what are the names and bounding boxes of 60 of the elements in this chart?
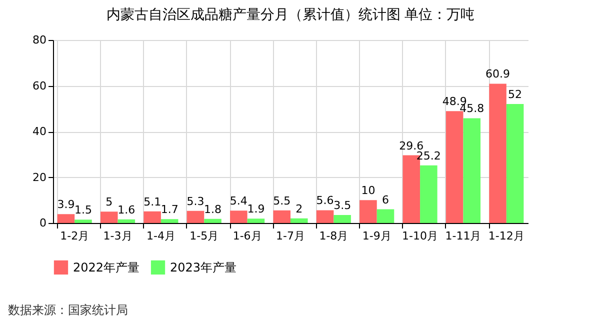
bar — [463, 118, 480, 223]
y-tick-label: 20 — [32, 170, 46, 184]
data-label: 45.8 — [460, 102, 484, 116]
data-label: 2 — [296, 202, 303, 216]
bar — [506, 104, 524, 223]
bar — [290, 218, 308, 223]
bar — [186, 210, 204, 223]
x-tick-label: 1-7月 — [276, 230, 305, 242]
data-label: 1.5 — [74, 204, 92, 217]
bar — [74, 220, 92, 223]
y-tick-label: 40 — [32, 125, 46, 138]
bar — [204, 218, 222, 223]
x-tick-label: 1-10月 — [402, 230, 438, 242]
bar — [144, 211, 161, 223]
data-label: 5.4 — [230, 194, 248, 208]
data-label: 60.9 — [486, 68, 510, 81]
bar — [360, 200, 377, 223]
data-label: 6 — [382, 193, 389, 206]
bar — [230, 210, 248, 223]
data-label: 5 — [106, 196, 113, 209]
data-label: 10 — [361, 184, 376, 198]
bar — [446, 111, 464, 223]
data-label: 1.7 — [160, 203, 178, 216]
x-tick-label: 1-9月 — [362, 230, 392, 242]
x-tick-label: 1-3月 — [103, 230, 132, 242]
legend-label: 2023年产量 — [170, 260, 237, 274]
x-tick-label: 1-2月 — [60, 230, 90, 242]
bar — [247, 218, 265, 223]
y-tick-label: 60 — [32, 79, 46, 92]
x-tick-label: 1-6月 — [232, 230, 262, 242]
x-tick-label: 1-5月 — [190, 230, 219, 242]
source-note: 数据来源：国家统计局 — [8, 303, 128, 317]
bar — [100, 212, 118, 223]
bar — [160, 219, 178, 223]
bar — [420, 165, 438, 223]
data-label: 5.3 — [186, 194, 204, 208]
data-label: 5.6 — [316, 194, 334, 208]
data-label: 5.5 — [273, 194, 291, 208]
bar — [118, 219, 136, 223]
bar — [316, 210, 334, 223]
legend-label: 2022年产量 — [73, 260, 140, 274]
bar — [376, 209, 394, 223]
data-label: 3.5 — [334, 198, 352, 212]
bar — [57, 214, 75, 223]
data-label: 3.9 — [57, 198, 75, 212]
x-tick-label: 1-11月 — [445, 230, 482, 242]
data-label: 1.9 — [247, 202, 265, 216]
bar — [489, 84, 506, 223]
x-tick-label: 1-4月 — [146, 230, 176, 242]
x-tick-label: 1-12月 — [488, 230, 524, 242]
chart-title: 内蒙古自治区成品糖产量分月（累计值）统计图 单位：万吨 — [106, 7, 475, 23]
y-tick-label: 80 — [32, 34, 46, 46]
bar — [334, 214, 351, 223]
bar — [273, 210, 290, 223]
data-label: 1.6 — [118, 203, 136, 216]
x-tick-label: 1-8月 — [319, 230, 348, 242]
y-tick-label: 0 — [40, 216, 46, 230]
data-label: 5.1 — [144, 195, 162, 208]
data-label: 1.8 — [204, 202, 222, 216]
data-label: 52 — [508, 88, 522, 102]
